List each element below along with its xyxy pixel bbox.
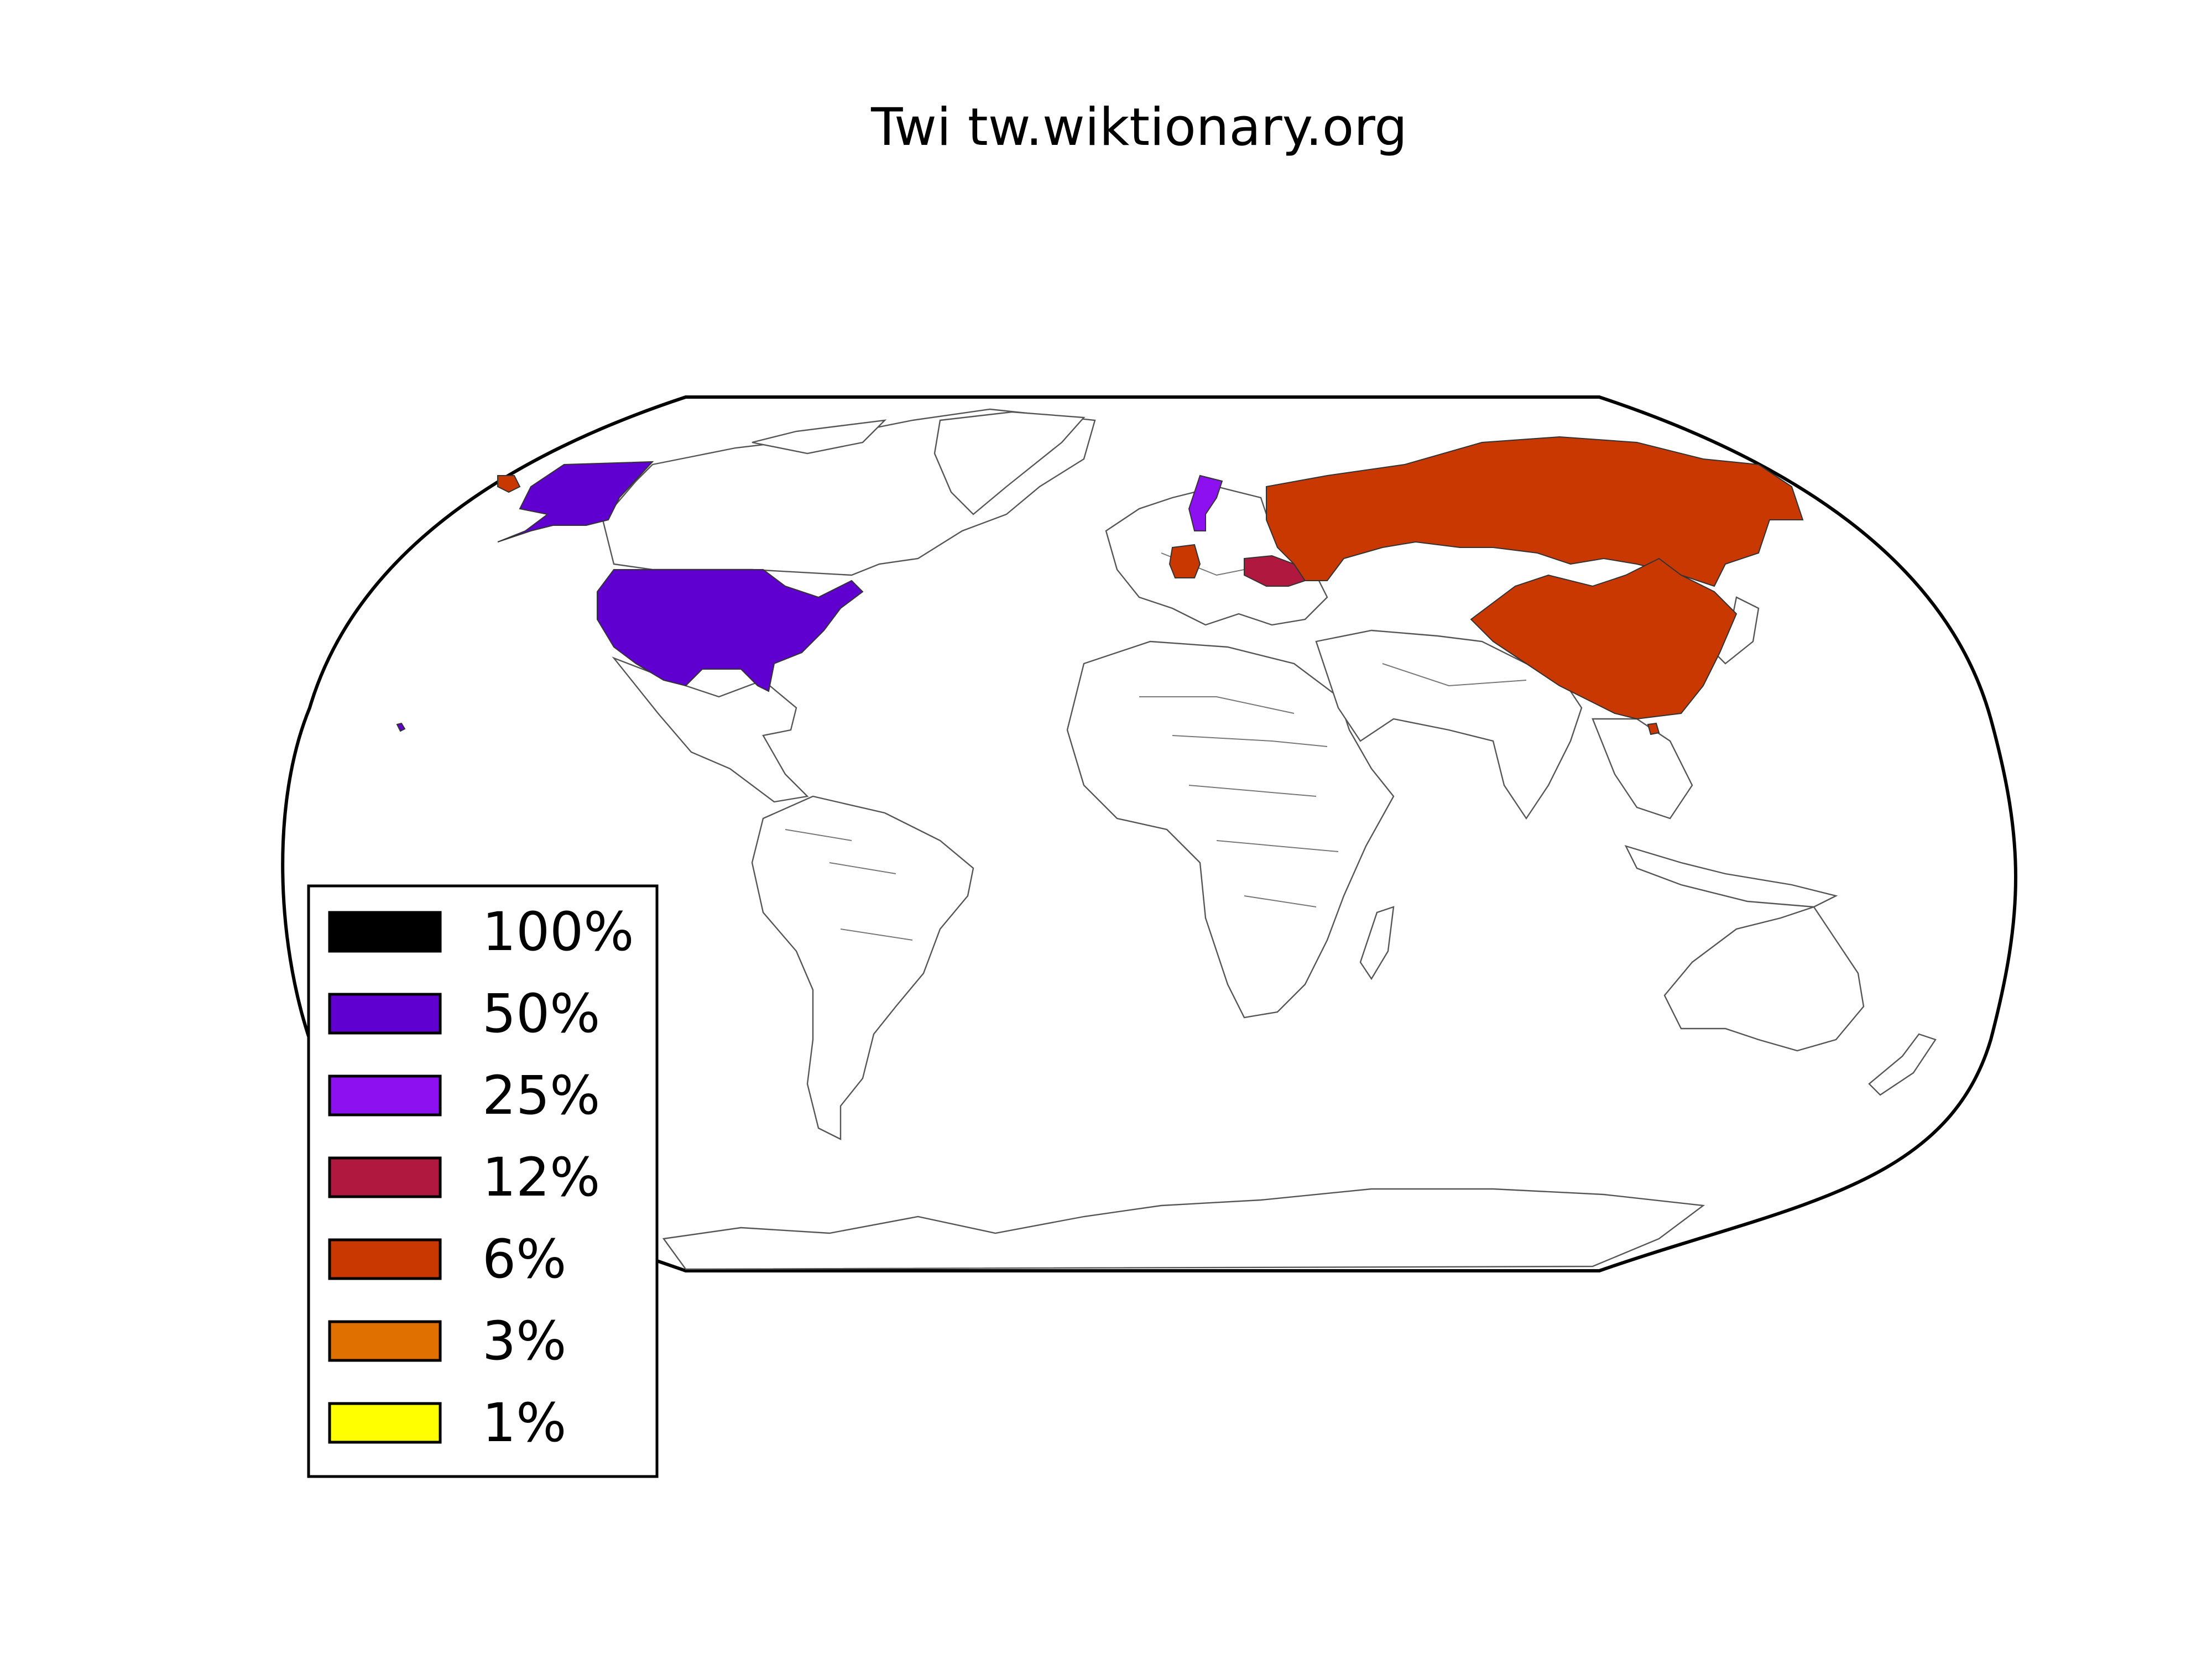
legend: 100% 50% 25% 12% 6% 3% 1% — [307, 884, 659, 1478]
legend-label: 3% — [482, 1310, 566, 1372]
land-arctic-islands — [752, 419, 887, 455]
country-germany — [1168, 544, 1201, 578]
legend-swatch — [328, 1320, 442, 1362]
country-china-hainan — [1647, 722, 1660, 735]
legend-label: 25% — [482, 1065, 600, 1126]
land-greenland — [933, 411, 1086, 515]
legend-label: 50% — [482, 983, 600, 1045]
legend-label: 12% — [482, 1146, 600, 1208]
country-sweden — [1188, 474, 1223, 531]
highlighted-countries — [396, 436, 1804, 735]
map-title: Twi tw.wiktionary.org — [870, 97, 1407, 158]
land-south-america — [751, 795, 974, 1140]
country-russia-chukotka — [497, 475, 521, 493]
legend-swatch — [328, 993, 442, 1035]
legend-swatch — [328, 1074, 442, 1117]
legend-label: 6% — [482, 1228, 566, 1290]
land-middle-east-india — [1315, 629, 1583, 820]
country-usa-hawaii — [396, 722, 406, 732]
land-indonesia — [1624, 845, 1838, 908]
country-usa — [597, 569, 864, 692]
land-masses — [602, 408, 1937, 1270]
legend-label: 100% — [482, 901, 634, 963]
land-southeast-asia — [1592, 718, 1693, 820]
legend-label: 1% — [482, 1392, 566, 1454]
country-borders — [785, 552, 1527, 941]
land-antarctica — [662, 1188, 1705, 1270]
land-new-zealand — [1868, 1033, 1937, 1096]
legend-swatch — [328, 1238, 442, 1280]
country-china — [1470, 557, 1738, 720]
land-mexico — [612, 656, 809, 803]
legend-swatch — [328, 1156, 442, 1198]
land-africa — [1066, 640, 1395, 1019]
country-ukraine — [1244, 555, 1306, 587]
country-usa-alaska — [497, 461, 654, 542]
land-madagascar — [1359, 906, 1395, 980]
legend-swatch — [328, 911, 442, 953]
land-australia — [1663, 906, 1865, 1052]
legend-swatch — [328, 1402, 442, 1444]
